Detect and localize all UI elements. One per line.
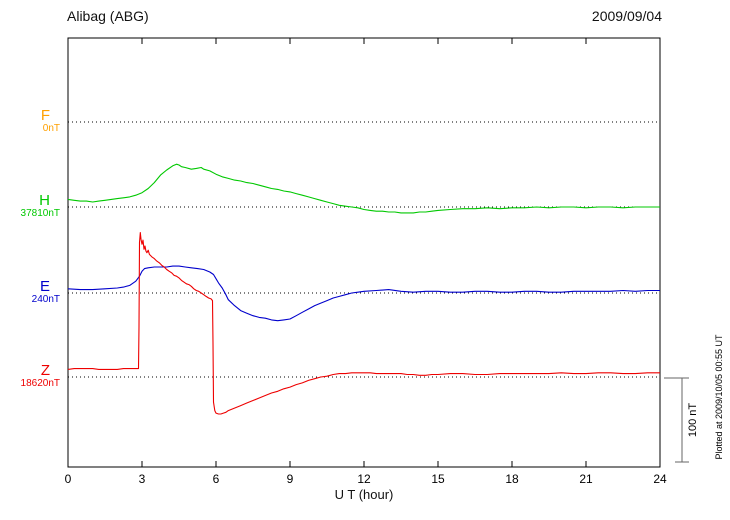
x-tick-label: 6 (213, 472, 220, 486)
trace-name-E: E (39, 278, 50, 295)
trace-H (67, 163, 660, 214)
x-axis-label: U T (hour) (334, 487, 394, 502)
trace-E (67, 265, 660, 322)
plot-date: 2009/09/04 (591, 8, 662, 24)
scale-bar-label: 100 nT (687, 403, 699, 438)
x-tick-label: 0 (65, 472, 72, 486)
trace-label-E: E 240nT (0, 279, 62, 305)
trace-baseline-value-H: 37810nT (20, 208, 60, 219)
trace-label-H: H 37810nT (0, 193, 62, 219)
x-tick-label: 12 (357, 472, 371, 486)
x-tick-label: 21 (579, 472, 593, 486)
plot-frame (67, 37, 661, 468)
trace-baseline-value-E: 240nT (31, 294, 60, 305)
x-tick-label: 18 (505, 472, 519, 486)
trace-name-Z: Z (40, 362, 50, 379)
plotted-at-note: Plotted at 2009/10/05 00:55 UT (714, 334, 724, 460)
trace-name-H: H (39, 192, 50, 209)
trace-baseline-value-F: 0nT (42, 123, 60, 134)
trace-baseline-value-Z: 18620nT (20, 378, 60, 389)
x-tick-label: 9 (287, 472, 294, 486)
trace-label-Z: Z 18620nT (0, 363, 62, 389)
trace-Z (67, 231, 660, 415)
x-tick-label: 24 (653, 472, 667, 486)
trace-label-F: F 0nT (0, 108, 62, 134)
trace-name-F: F (40, 107, 50, 124)
x-tick-label: 15 (431, 472, 445, 486)
x-tick-label: 3 (139, 472, 146, 486)
station-title: Alibag (ABG) (67, 8, 149, 24)
